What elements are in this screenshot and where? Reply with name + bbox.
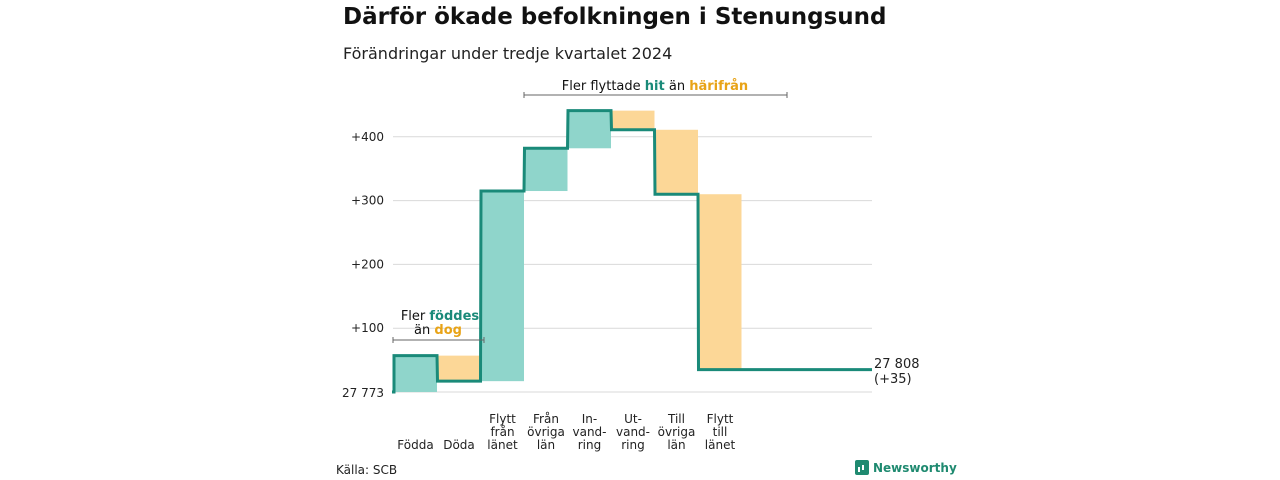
births-annotation: Fler föddes än dog [392, 309, 485, 343]
category-label: Från övriga län [527, 412, 565, 452]
waterfall-bar [524, 148, 568, 192]
category-label: Födda [397, 438, 433, 452]
source-note: Källa: SCB [336, 463, 398, 477]
chart-title: Därför ökade befolkningen i Stenungsund [343, 4, 887, 30]
y-tick-label: +100 [351, 321, 384, 335]
brand-logo: Newsworthy [855, 460, 957, 475]
chart-subtitle: Förändringar under tredje kvartalet 2024 [343, 44, 673, 63]
waterfall-bar [655, 129, 698, 195]
migration-annotation-text: Fler flyttade hit än härifrån [562, 79, 748, 94]
waterfall-bar [698, 194, 742, 370]
start-value-label: 27 773 [342, 386, 384, 400]
line-layer [392, 109, 872, 394]
category-label: Ut-vand-ring [616, 412, 650, 452]
label-layer: +100 +200 +300 +400 27 773 Födda Döda Flytt från… [342, 130, 735, 452]
waterfall-bar [568, 110, 611, 149]
category-label: Till övriga län [658, 412, 696, 452]
bar-layer [394, 110, 742, 392]
waterfall-bar [611, 110, 655, 130]
y-tick-label: +200 [351, 257, 384, 271]
waterfall-bar [437, 355, 481, 382]
births-annotation-line1: Fler föddes [401, 309, 480, 324]
migration-annotation: Fler flyttade hit än härifrån [523, 79, 788, 98]
waterfall-bar [394, 355, 437, 392]
births-annotation-line2: än dog [414, 323, 462, 338]
category-label: In-vand-ring [572, 412, 606, 452]
category-label: Döda [443, 438, 475, 452]
brand-name: Newsworthy [873, 460, 957, 475]
y-tick-label: +400 [351, 130, 384, 144]
y-tick-label: +300 [351, 194, 384, 208]
end-value-label: 27 808 [874, 357, 920, 372]
end-change-label: (+35) [874, 372, 912, 387]
grid-layer [393, 136, 872, 393]
waterfall-bar [481, 191, 524, 382]
category-label: Flytt till länet [705, 412, 736, 452]
cumulative-step-line [392, 109, 872, 394]
category-label: Flytt från länet [487, 412, 518, 452]
chart-icon [855, 460, 869, 475]
